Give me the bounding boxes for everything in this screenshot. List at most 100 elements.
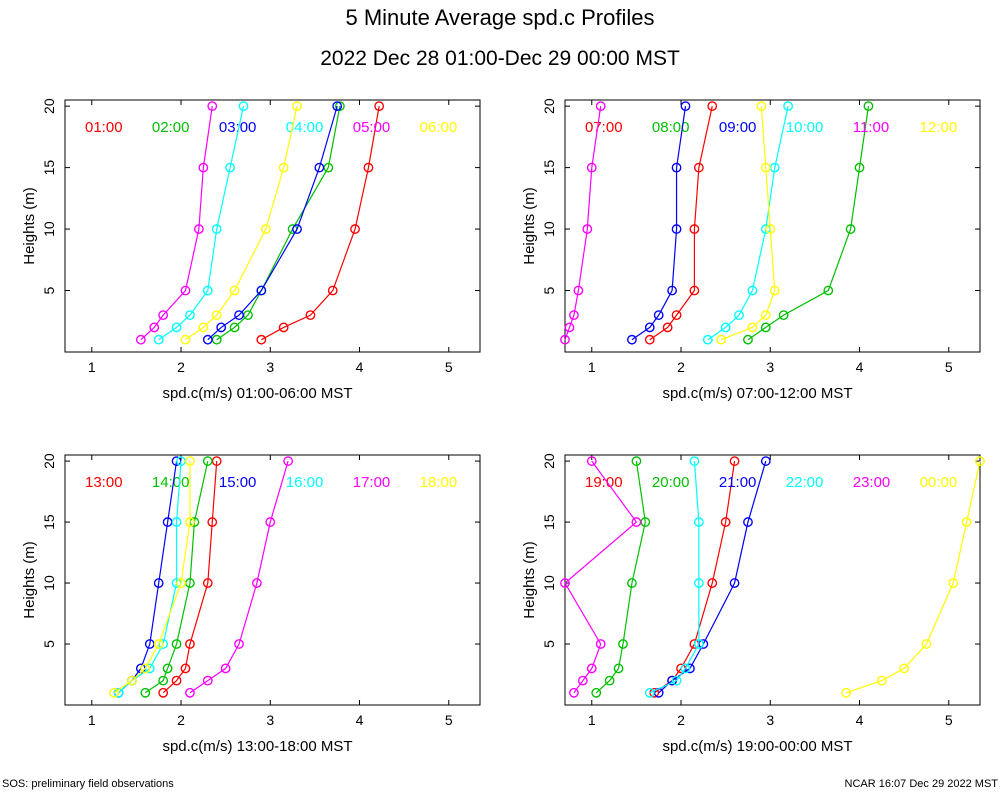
data-point: [671, 162, 682, 173]
data-point: [180, 334, 191, 345]
data-point: [841, 687, 852, 698]
x-tick-label: 1: [88, 712, 96, 728]
data-point: [586, 162, 597, 173]
y-tick-label: 5: [541, 286, 557, 294]
legend-label: 18:00: [420, 474, 458, 491]
data-point: [564, 322, 575, 333]
plot-frame: [564, 454, 981, 706]
data-point: [560, 578, 570, 588]
data-point: [863, 101, 874, 112]
legend-label: 16:00: [286, 474, 324, 491]
x-tick-label: 2: [177, 712, 185, 728]
series-23:00: [560, 456, 642, 698]
data-point: [693, 578, 704, 588]
data-point: [305, 310, 316, 321]
series-line: [261, 106, 380, 341]
data-point: [185, 639, 195, 649]
data-point: [171, 675, 182, 686]
chart-panel-1: 1 2 3 4 5 5 10 15 20 spd.c(m/s) 01:00-06:00 MST He…: [21, 98, 481, 402]
figure-title: 5 Minute Average spd.c Profiles: [346, 5, 655, 30]
data-point: [760, 162, 771, 173]
series-line: [185, 106, 298, 341]
data-point: [671, 224, 682, 234]
data-point: [573, 285, 584, 296]
data-point: [158, 675, 169, 686]
x-tick-label: 3: [266, 359, 274, 375]
data-point: [207, 101, 218, 112]
data-point: [743, 334, 753, 345]
series-18:00: [109, 456, 195, 698]
data-point: [251, 578, 262, 588]
data-point: [229, 322, 240, 333]
data-point: [278, 322, 289, 333]
data-point: [961, 517, 972, 527]
data-point: [202, 578, 213, 588]
data-point: [693, 162, 704, 173]
data-point: [153, 578, 164, 588]
series-line: [631, 106, 687, 341]
data-point: [595, 101, 606, 112]
data-point: [586, 456, 597, 466]
chart-panel-3: 1 2 3 4 5 5 10 15 20 spd.c(m/s) 13:00-18:00 MST He…: [21, 453, 481, 755]
data-point: [171, 639, 182, 649]
x-tick-label: 2: [677, 359, 685, 375]
data-point: [582, 224, 593, 234]
series-line: [653, 461, 736, 694]
data-point: [631, 517, 642, 527]
data-point: [899, 663, 910, 674]
data-point: [278, 162, 289, 173]
series-10:00: [702, 101, 794, 345]
data-point: [845, 224, 856, 234]
series-21:00: [653, 456, 771, 698]
y-tick-label: 20: [541, 98, 557, 114]
data-point: [176, 578, 186, 588]
data-point: [153, 334, 164, 345]
data-point: [569, 310, 579, 321]
data-point: [747, 285, 758, 296]
data-point: [644, 687, 655, 698]
plot-frame: [564, 99, 981, 353]
data-point: [760, 310, 771, 321]
data-point: [604, 675, 615, 686]
chart-panel-4: 1 2 3 4 5 5 10 15 20 spd.c(m/s) 19:00-00:00 MST He…: [521, 453, 985, 755]
data-point: [734, 310, 744, 321]
data-point: [644, 322, 655, 333]
data-point: [707, 578, 718, 588]
x-tick-label: 5: [445, 359, 453, 375]
series-line: [207, 105, 338, 341]
y-tick-label: 5: [541, 640, 557, 648]
legend-label: 08:00: [652, 119, 690, 136]
x-tick-label: 5: [945, 359, 953, 375]
legend-label: 10:00: [786, 119, 824, 136]
series-02:00: [211, 101, 345, 345]
data-point: [743, 517, 753, 527]
legend-label: 02:00: [152, 119, 190, 136]
series-11:00: [560, 101, 606, 345]
data-point: [180, 285, 191, 296]
series-09:00: [627, 101, 691, 345]
y-tick-label: 10: [41, 575, 57, 591]
data-point: [591, 687, 602, 698]
figure-subtitle: 2022 Dec 28 01:00-Dec 29 00:00 MST: [320, 47, 680, 70]
series-line: [649, 461, 700, 694]
data-point: [211, 224, 222, 234]
data-point: [760, 322, 771, 333]
data-point: [238, 101, 249, 112]
legend-label: 23:00: [853, 474, 891, 491]
data-point: [586, 663, 597, 674]
x-tick-label: 4: [356, 712, 364, 728]
y-axis-label: Heights (m): [21, 541, 38, 619]
legend-label: 15:00: [219, 474, 257, 491]
legend-label: 01:00: [85, 119, 123, 136]
data-point: [314, 162, 325, 173]
series-00:00: [841, 456, 985, 698]
data-point: [671, 310, 682, 321]
series-line: [118, 461, 178, 694]
y-tick-label: 20: [41, 453, 57, 469]
data-point: [667, 285, 677, 296]
data-point: [207, 517, 218, 527]
y-tick-label: 10: [541, 221, 557, 237]
data-point: [631, 456, 642, 466]
y-tick-label: 15: [41, 160, 57, 176]
data-point: [595, 639, 606, 649]
